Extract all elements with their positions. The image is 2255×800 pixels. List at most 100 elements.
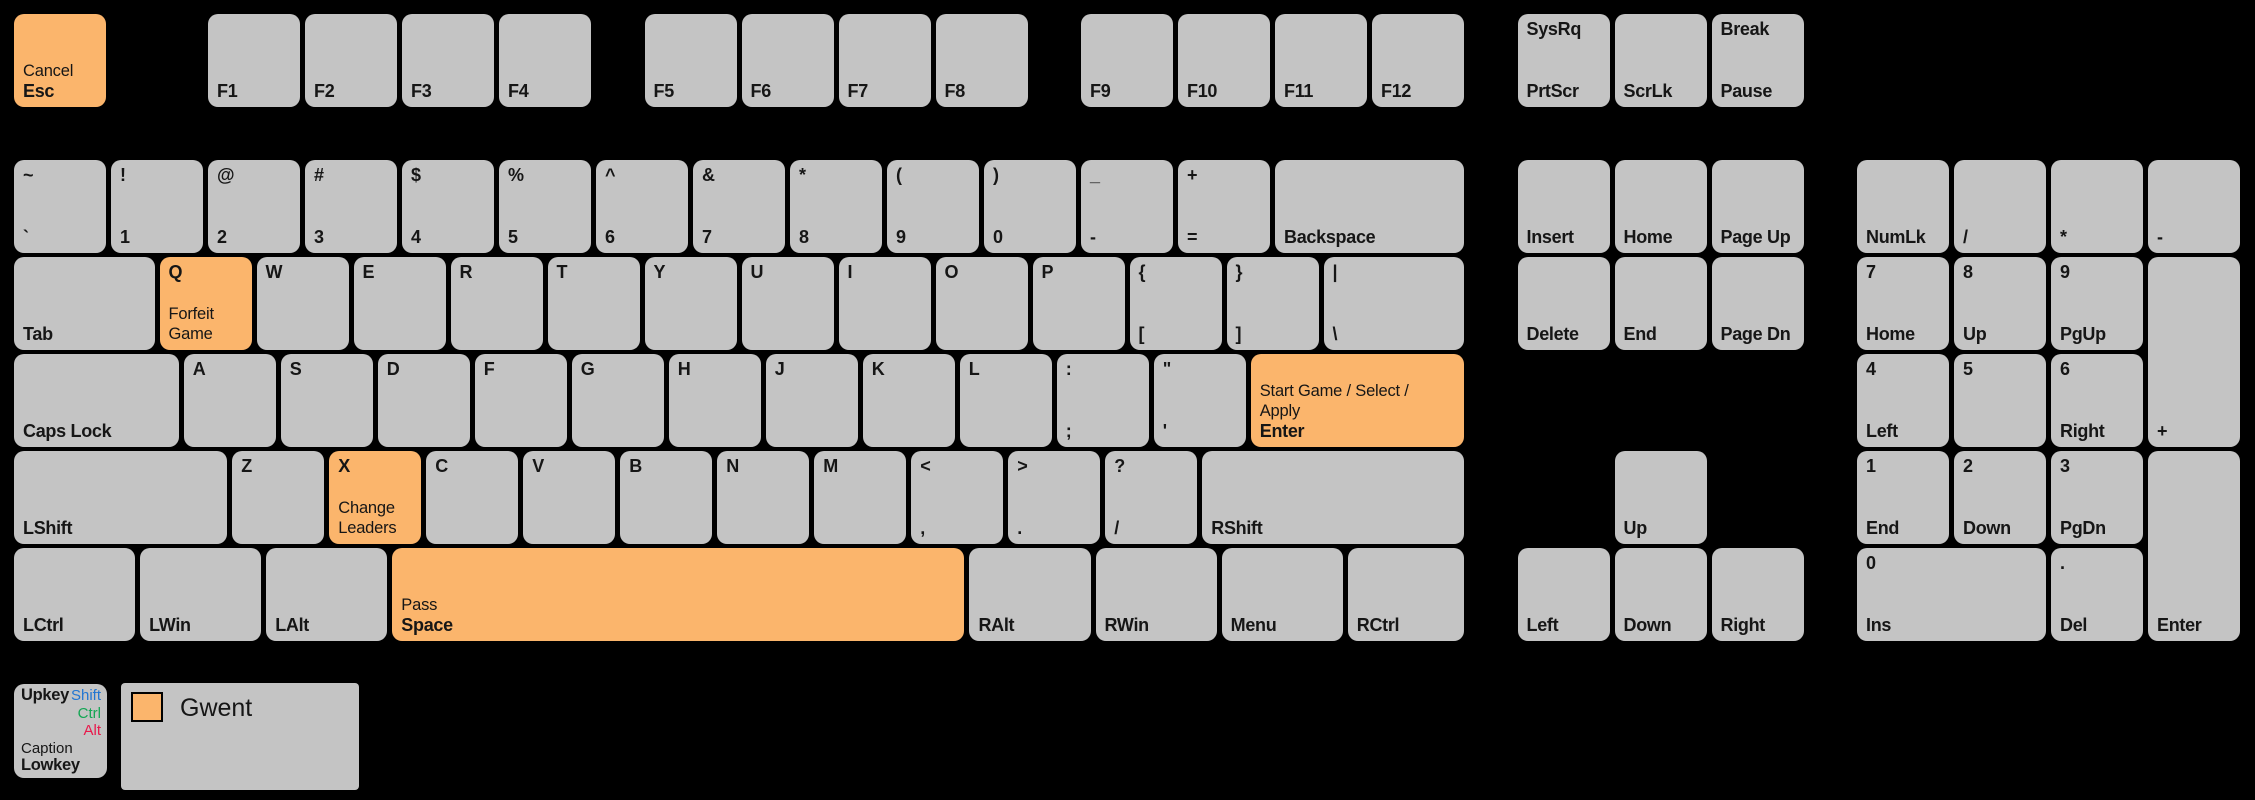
key-6[interactable]: ^ 6 xyxy=(596,159,688,253)
key-f[interactable]: F xyxy=(474,353,567,447)
key-3[interactable]: #3 xyxy=(305,159,397,253)
key-f10[interactable]: F10 xyxy=(1178,14,1270,107)
key-f12[interactable]: F12 xyxy=(1372,14,1464,107)
key-f6[interactable]: F6 xyxy=(741,14,834,107)
key-equals[interactable]: + = xyxy=(1178,159,1270,253)
key-f11[interactable]: F11 xyxy=(1275,14,1367,107)
key-c[interactable]: C xyxy=(426,450,519,544)
key-f3[interactable]: F3 xyxy=(402,14,494,107)
key-d[interactable]: D xyxy=(377,353,470,447)
key-backslash[interactable]: | \ xyxy=(1323,256,1464,350)
key-n[interactable]: N xyxy=(717,450,810,544)
key-1[interactable]: ! 1 xyxy=(111,159,203,253)
key-np0[interactable]: 0 Ins xyxy=(1857,547,2046,641)
key-9[interactable]: (9 xyxy=(887,159,979,253)
key-a[interactable]: A xyxy=(183,353,276,447)
key-backtick[interactable]: ~ ` xyxy=(14,159,106,253)
key-np-multiply[interactable]: * xyxy=(2051,159,2143,253)
key-e[interactable]: E xyxy=(353,256,446,350)
key-o[interactable]: O xyxy=(935,256,1028,350)
key-lshift[interactable]: LShift xyxy=(14,450,228,544)
key-0[interactable]: ) 0 xyxy=(984,159,1076,253)
key-u[interactable]: U xyxy=(741,256,834,350)
key-7[interactable]: & 7 xyxy=(693,159,785,253)
key-v[interactable]: V xyxy=(523,450,616,544)
key-rbracket[interactable]: }] xyxy=(1226,256,1319,350)
key-h[interactable]: H xyxy=(668,353,761,447)
key-pause[interactable]: Break Pause xyxy=(1711,14,1804,107)
key-scrlk[interactable]: ScrLk xyxy=(1614,14,1707,107)
key-f8[interactable]: F8 xyxy=(935,14,1028,107)
key-np1[interactable]: 1 End xyxy=(1857,450,1949,544)
key-b[interactable]: B xyxy=(620,450,713,544)
key-lctrl[interactable]: LCtrl xyxy=(14,547,136,641)
key-f2[interactable]: F2 xyxy=(305,14,397,107)
key-q[interactable]: Q Forfeit Game xyxy=(159,256,252,350)
key-p[interactable]: P xyxy=(1032,256,1125,350)
key-delete[interactable]: Delete xyxy=(1517,256,1610,350)
key-period[interactable]: >. xyxy=(1008,450,1101,544)
key-np2[interactable]: 2 Down xyxy=(1954,450,2046,544)
key-np3[interactable]: 3 PgDn xyxy=(2051,450,2143,544)
key-backspace[interactable]: Backspace xyxy=(1275,159,1464,253)
key-y[interactable]: Y xyxy=(644,256,737,350)
key-2[interactable]: @2 xyxy=(208,159,300,253)
key-r[interactable]: R xyxy=(450,256,543,350)
key-t[interactable]: T xyxy=(547,256,640,350)
key-f7[interactable]: F7 xyxy=(838,14,931,107)
key-j[interactable]: J xyxy=(765,353,858,447)
key-end[interactable]: End xyxy=(1614,256,1707,350)
key-pageup[interactable]: Page Up xyxy=(1711,159,1804,253)
key-minus[interactable]: _ - xyxy=(1081,159,1173,253)
key-pagedn[interactable]: Page Dn xyxy=(1711,256,1804,350)
key-5[interactable]: % 5 xyxy=(499,159,591,253)
key-lalt[interactable]: LAlt xyxy=(266,547,388,641)
key-f5[interactable]: F5 xyxy=(644,14,737,107)
key-np-divide[interactable]: / xyxy=(1954,159,2046,253)
key-menu[interactable]: Menu xyxy=(1221,547,1343,641)
key-np-decimal[interactable]: . Del xyxy=(2051,547,2143,641)
key-comma[interactable]: <, xyxy=(911,450,1004,544)
key-rctrl[interactable]: RCtrl xyxy=(1347,547,1464,641)
key-numlock[interactable]: NumLk xyxy=(1857,159,1949,253)
key-down[interactable]: Down xyxy=(1614,547,1707,641)
key-prtscr[interactable]: SysRq PrtScr xyxy=(1517,14,1610,107)
key-np9[interactable]: 9 PgUp xyxy=(2051,256,2143,350)
key-quote[interactable]: " ' xyxy=(1153,353,1246,447)
key-rshift[interactable]: RShift xyxy=(1202,450,1464,544)
key-lwin[interactable]: LWin xyxy=(140,547,262,641)
key-f4[interactable]: F4 xyxy=(499,14,591,107)
key-k[interactable]: K xyxy=(862,353,955,447)
key-x[interactable]: X Change Leaders xyxy=(329,450,422,544)
key-z[interactable]: Z xyxy=(232,450,325,544)
key-np-enter[interactable]: Enter xyxy=(2148,450,2240,641)
key-home[interactable]: Home xyxy=(1614,159,1707,253)
key-m[interactable]: M xyxy=(814,450,907,544)
key-lbracket[interactable]: {[ xyxy=(1129,256,1222,350)
key-up[interactable]: Up xyxy=(1614,450,1707,544)
key-4[interactable]: $4 xyxy=(402,159,494,253)
key-np7[interactable]: 7 Home xyxy=(1857,256,1949,350)
key-ralt[interactable]: RAlt xyxy=(969,547,1091,641)
key-np-subtract[interactable]: - xyxy=(2148,159,2240,253)
key-semicolon[interactable]: :; xyxy=(1056,353,1149,447)
key-enter[interactable]: Start Game / Select / Apply Enter xyxy=(1250,353,1464,447)
key-right[interactable]: Right xyxy=(1711,547,1804,641)
key-np4[interactable]: 4 Left xyxy=(1857,353,1949,447)
key-esc[interactable]: Cancel Esc xyxy=(14,14,106,107)
key-insert[interactable]: Insert xyxy=(1517,159,1610,253)
key-s[interactable]: S xyxy=(280,353,373,447)
key-g[interactable]: G xyxy=(571,353,664,447)
key-l[interactable]: L xyxy=(959,353,1052,447)
key-slash[interactable]: ? / xyxy=(1105,450,1198,544)
key-8[interactable]: * 8 xyxy=(790,159,882,253)
key-np8[interactable]: 8 Up xyxy=(1954,256,2046,350)
key-capslock[interactable]: Caps Lock xyxy=(14,353,179,447)
key-f9[interactable]: F9 xyxy=(1081,14,1173,107)
key-space[interactable]: Pass Space xyxy=(392,547,965,641)
key-i[interactable]: I xyxy=(838,256,931,350)
key-w[interactable]: W xyxy=(256,256,349,350)
key-np-add[interactable]: + xyxy=(2148,256,2240,447)
key-tab[interactable]: Tab xyxy=(14,256,155,350)
key-rwin[interactable]: RWin xyxy=(1095,547,1217,641)
